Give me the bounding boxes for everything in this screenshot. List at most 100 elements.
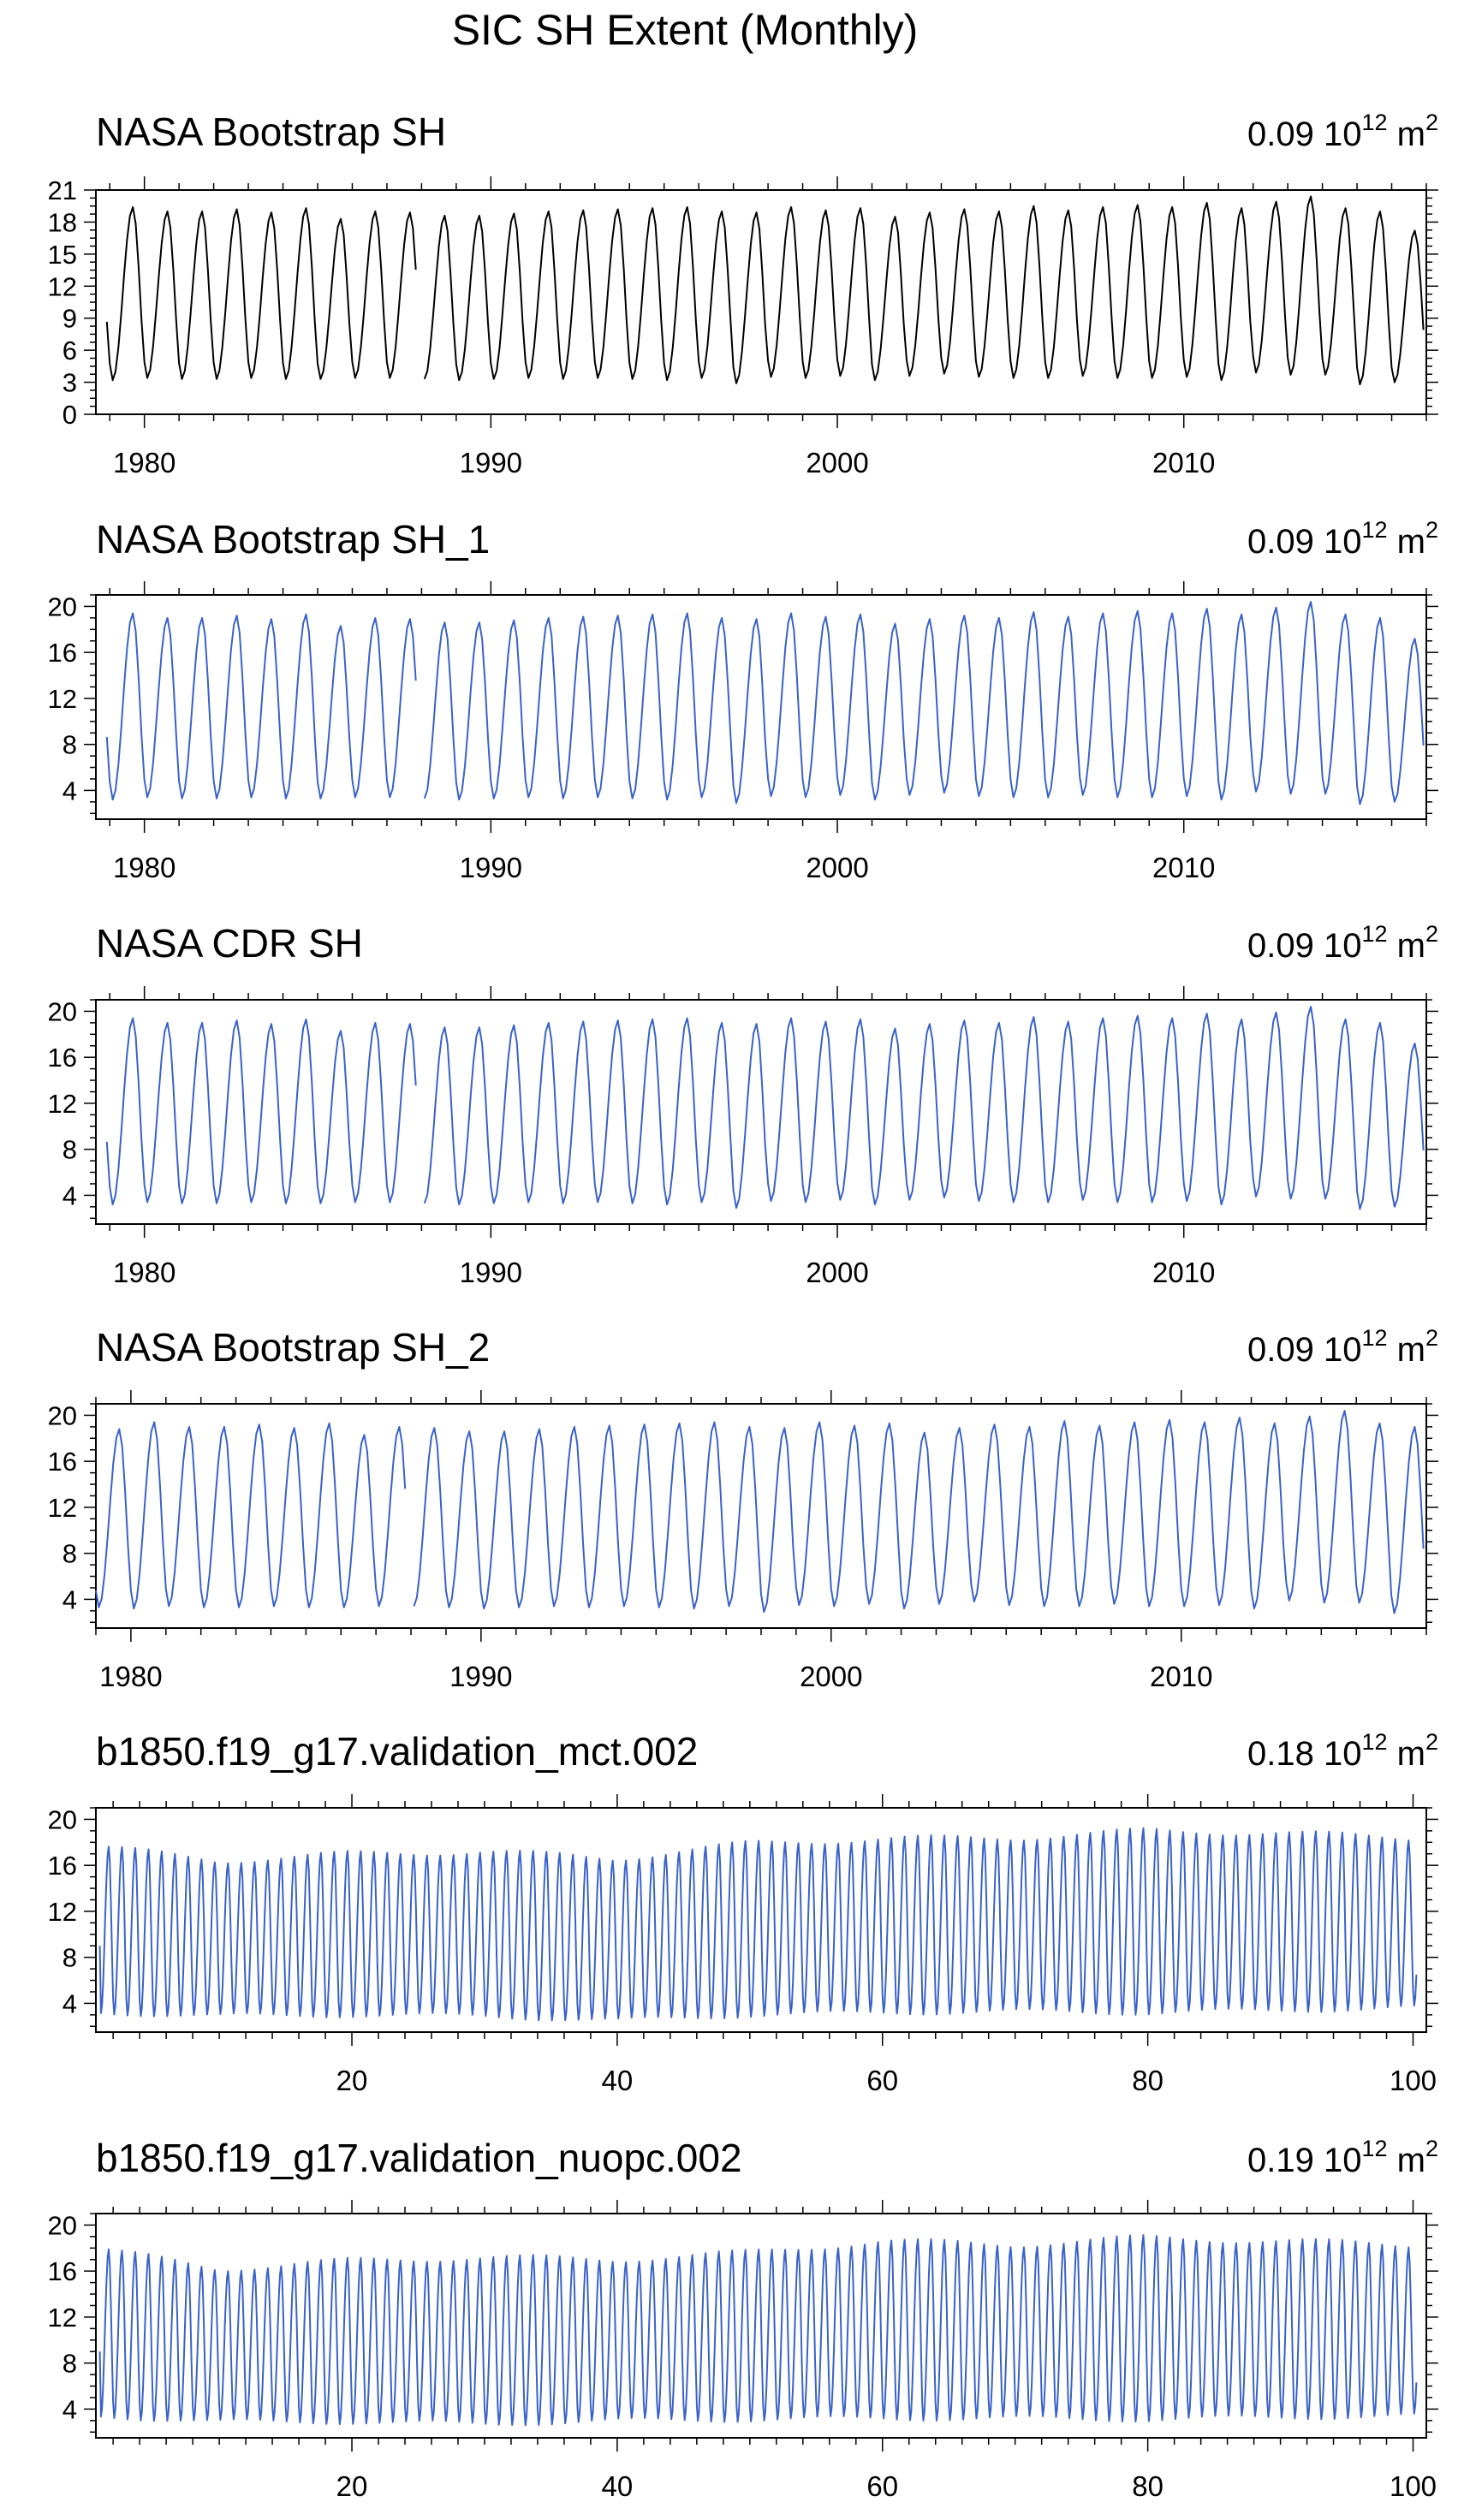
x-tick-label: 2000 xyxy=(806,1257,868,1288)
x-tick-label: 2010 xyxy=(1152,1257,1215,1288)
x-tick-label: 1990 xyxy=(449,1661,512,1692)
y-tick-label: 4 xyxy=(62,1584,77,1614)
y-tick-label: 20 xyxy=(48,591,77,621)
series-line-segment-2 xyxy=(413,1410,1425,1614)
plot-frame xyxy=(95,594,1427,820)
panel-title: NASA Bootstrap SH_2 xyxy=(96,1325,490,1370)
series-line-segment-1 xyxy=(95,1421,407,1610)
unit-label: 0.19 1012 m2 xyxy=(1247,2136,1438,2179)
y-tick-label: 16 xyxy=(48,2256,77,2286)
y-tick-label: 21 xyxy=(48,175,77,205)
x-tick-label: 60 xyxy=(866,2065,898,2096)
chart-panel-5: b1850.f19_g17.validation_mct.002 0.18 10… xyxy=(48,1729,1438,2096)
unit-text: 0.18 1012 m2 xyxy=(1247,1729,1438,1773)
panel-title: NASA Bootstrap SH_1 xyxy=(96,517,490,562)
panel-title: b1850.f19_g17.validation_mct.002 xyxy=(96,1729,698,1774)
y-tick-label: 8 xyxy=(62,730,77,760)
y-tick-label: 16 xyxy=(48,1447,77,1477)
y-tick-label: 4 xyxy=(62,776,77,805)
y-tick-label: 12 xyxy=(48,271,77,301)
unit-text: 0.09 1012 m2 xyxy=(1247,110,1438,153)
x-tick-label: 1990 xyxy=(460,852,522,883)
x-tick-label: 100 xyxy=(1390,2065,1437,2096)
chart-panel-4: NASA Bootstrap SH_2 0.09 1012 m2 4 8 12 16 2… xyxy=(48,1325,1438,1692)
x-tick-label: 1990 xyxy=(460,1257,522,1288)
x-tick-label: 80 xyxy=(1132,2470,1164,2502)
y-tick-label: 4 xyxy=(62,1180,77,1210)
plot-frame xyxy=(95,1807,1427,2033)
x-tick-label: 1980 xyxy=(113,447,176,478)
y-tick-label: 8 xyxy=(62,2349,77,2379)
series-line-segment-1 xyxy=(105,612,417,801)
x-tick-label: 2010 xyxy=(1152,852,1215,883)
unit-text: 0.09 1012 m2 xyxy=(1247,1325,1438,1369)
unit-label: 0.18 1012 m2 xyxy=(1247,1729,1438,1773)
unit-text: 0.19 1012 m2 xyxy=(1247,2136,1438,2179)
unit-label: 0.09 1012 m2 xyxy=(1247,110,1438,153)
panel-title: NASA CDR SH xyxy=(96,921,363,966)
unit-text: 0.09 1012 m2 xyxy=(1247,921,1438,965)
y-tick-label: 8 xyxy=(62,1135,77,1165)
y-tick-label: 12 xyxy=(48,1493,77,1523)
y-tick-label: 12 xyxy=(48,1897,77,1927)
series-line xyxy=(98,1827,1418,2022)
x-tick-label: 1990 xyxy=(460,447,522,478)
y-tick-label: 12 xyxy=(48,684,77,714)
y-tick-label: 16 xyxy=(48,1851,77,1881)
y-tick-label: 4 xyxy=(62,1988,77,2018)
y-tick-label: 8 xyxy=(62,1943,77,1973)
chart-panel-6: b1850.f19_g17.validation_nuopc.002 0.19 … xyxy=(48,2136,1438,2502)
y-tick-label: 0 xyxy=(62,400,77,430)
series-line-segment-2 xyxy=(423,601,1425,805)
series-line-segment-1 xyxy=(105,206,417,382)
y-tick-label: 20 xyxy=(48,1804,77,1834)
y-tick-label: 18 xyxy=(48,207,77,237)
y-tick-label: 16 xyxy=(48,638,77,668)
x-tick-label: 2000 xyxy=(806,447,868,478)
unit-label: 0.09 1012 m2 xyxy=(1247,921,1438,965)
x-tick-label: 80 xyxy=(1132,2065,1164,2096)
y-tick-label: 6 xyxy=(62,336,77,366)
series-line-segment-2 xyxy=(423,195,1425,386)
series-line-segment-2 xyxy=(423,1006,1425,1210)
plot-frame xyxy=(95,2213,1427,2439)
y-tick-label: 20 xyxy=(48,996,77,1026)
x-tick-label: 40 xyxy=(602,2470,634,2502)
y-tick-label: 12 xyxy=(48,1089,77,1119)
x-tick-label: 1980 xyxy=(113,1257,176,1288)
x-tick-label: 60 xyxy=(866,2470,898,2502)
y-tick-label: 20 xyxy=(48,2210,77,2240)
y-tick-label: 12 xyxy=(48,2303,77,2333)
x-tick-label: 20 xyxy=(336,2470,368,2502)
chart-panel-1: NASA Bootstrap SH 0.09 1012 m2 036912151… xyxy=(48,110,1438,478)
figure-title: SIC SH Extent (Monthly) xyxy=(452,6,919,54)
y-tick-label: 4 xyxy=(62,2394,77,2424)
panel-title: NASA Bootstrap SH xyxy=(96,110,446,154)
y-tick-label: 16 xyxy=(48,1043,77,1073)
panel-title: b1850.f19_g17.validation_nuopc.002 xyxy=(96,2136,742,2180)
x-tick-label: 1980 xyxy=(113,852,176,883)
y-tick-label: 9 xyxy=(62,304,77,334)
x-tick-label: 2010 xyxy=(1152,447,1215,478)
x-tick-label: 2010 xyxy=(1150,1661,1212,1692)
x-tick-label: 100 xyxy=(1390,2470,1437,2502)
y-tick-label: 20 xyxy=(48,1400,77,1430)
series-line-segment-1 xyxy=(105,1017,417,1206)
chart-panel-3: NASA CDR SH 0.09 1012 m2 4 8 12 16 20 1980 199… xyxy=(48,921,1438,1288)
chart-panel-2: NASA Bootstrap SH_1 0.09 1012 m2 4 8 12 16 2… xyxy=(48,517,1438,883)
x-tick-label: 1980 xyxy=(99,1661,162,1692)
unit-label: 0.09 1012 m2 xyxy=(1247,517,1438,561)
x-tick-label: 40 xyxy=(602,2065,634,2096)
y-tick-label: 15 xyxy=(48,240,77,270)
x-tick-label: 20 xyxy=(336,2065,368,2096)
x-tick-label: 2000 xyxy=(800,1661,862,1692)
x-tick-label: 2000 xyxy=(806,852,868,883)
unit-label: 0.09 1012 m2 xyxy=(1247,1325,1438,1369)
plot-frame xyxy=(95,999,1427,1225)
series-line xyxy=(98,2234,1418,2427)
y-tick-label: 3 xyxy=(62,368,77,398)
unit-text: 0.09 1012 m2 xyxy=(1247,517,1438,561)
y-tick-label: 8 xyxy=(62,1539,77,1569)
